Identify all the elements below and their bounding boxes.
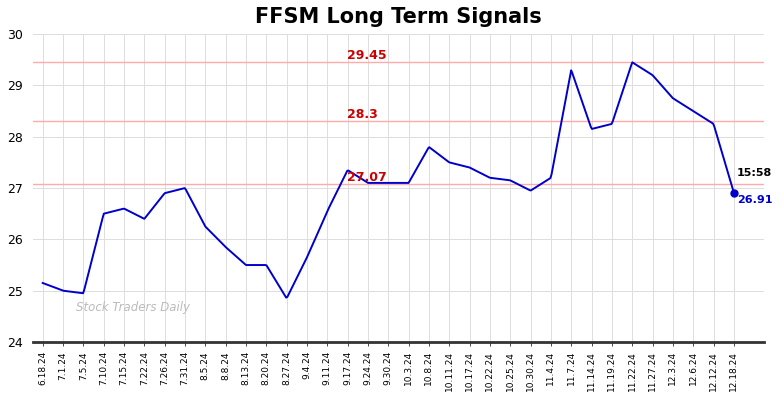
Text: 29.45: 29.45 <box>347 49 387 62</box>
Text: 26.91: 26.91 <box>737 195 772 205</box>
Text: 28.3: 28.3 <box>347 108 378 121</box>
Text: 15:58: 15:58 <box>737 168 772 178</box>
Title: FFSM Long Term Signals: FFSM Long Term Signals <box>255 7 542 27</box>
Text: 27.07: 27.07 <box>347 172 387 184</box>
Text: Stock Traders Daily: Stock Traders Daily <box>77 301 191 314</box>
